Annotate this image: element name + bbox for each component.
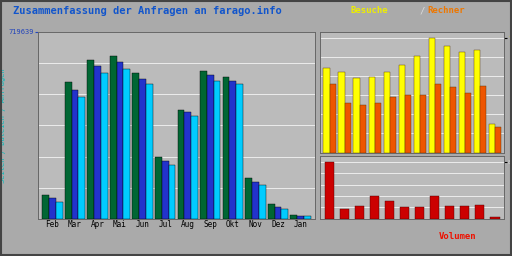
Bar (355, 206, 364, 219)
Bar (101, 73, 108, 219)
Bar (133, 73, 139, 219)
Text: Besuche: Besuche (351, 6, 388, 15)
Bar (252, 182, 259, 219)
Bar (459, 51, 465, 153)
Bar (162, 161, 168, 219)
Bar (274, 207, 281, 219)
Text: Rechner: Rechner (428, 6, 465, 15)
Bar (184, 112, 191, 219)
Bar (390, 98, 396, 153)
Bar (369, 77, 375, 153)
Bar (78, 98, 85, 219)
Bar (168, 165, 175, 219)
Bar (465, 93, 471, 153)
Bar (430, 196, 439, 219)
Bar (297, 216, 304, 219)
Bar (405, 95, 411, 153)
Bar (88, 60, 94, 219)
Bar (49, 198, 56, 219)
Bar (94, 66, 101, 219)
Bar (445, 206, 454, 219)
Bar (236, 84, 243, 219)
Bar (345, 103, 351, 153)
Bar (353, 78, 359, 153)
Bar (375, 103, 381, 153)
Bar (42, 195, 49, 219)
Bar (290, 215, 297, 219)
Bar (324, 68, 330, 153)
Bar (480, 86, 486, 153)
Bar (370, 196, 379, 219)
Bar (146, 84, 153, 219)
Text: Zusammenfassung der Anfragen an farago.info: Zusammenfassung der Anfragen an farago.i… (13, 6, 282, 16)
Bar (229, 81, 236, 219)
Bar (191, 116, 198, 219)
Bar (223, 77, 229, 219)
Bar (399, 65, 405, 153)
Text: /: / (420, 6, 425, 15)
Bar (200, 71, 207, 219)
Bar (65, 82, 72, 219)
Bar (340, 209, 349, 219)
Bar (110, 56, 117, 219)
Bar (415, 207, 424, 219)
Bar (444, 46, 450, 153)
Bar (155, 157, 162, 219)
Bar (474, 50, 480, 153)
Bar (359, 105, 366, 153)
Bar (338, 72, 345, 153)
Bar (385, 201, 394, 219)
Bar (214, 81, 221, 219)
Bar (304, 216, 311, 219)
Bar (178, 111, 184, 219)
Bar (383, 72, 390, 153)
Bar (259, 185, 266, 219)
Bar (460, 206, 470, 219)
Bar (281, 209, 288, 219)
Text: Volumen: Volumen (439, 232, 476, 241)
Bar (207, 75, 214, 219)
Y-axis label: Seiten / Dateien / Anfragen: Seiten / Dateien / Anfragen (0, 68, 6, 183)
Bar (56, 202, 62, 219)
Bar (400, 207, 409, 219)
Bar (450, 87, 456, 153)
Bar (414, 56, 420, 153)
Bar (420, 95, 426, 153)
Bar (72, 90, 78, 219)
Bar (245, 178, 252, 219)
Bar (325, 162, 334, 219)
Bar (435, 84, 441, 153)
Bar (139, 79, 146, 219)
Bar (495, 127, 501, 153)
Bar (429, 38, 435, 153)
Bar (123, 69, 130, 219)
Bar (476, 205, 484, 219)
Bar (489, 124, 495, 153)
Bar (117, 62, 123, 219)
Bar (330, 84, 336, 153)
Bar (268, 204, 274, 219)
Bar (490, 217, 500, 219)
